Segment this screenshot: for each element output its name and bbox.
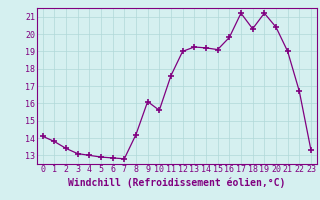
X-axis label: Windchill (Refroidissement éolien,°C): Windchill (Refroidissement éolien,°C) [68, 177, 285, 188]
